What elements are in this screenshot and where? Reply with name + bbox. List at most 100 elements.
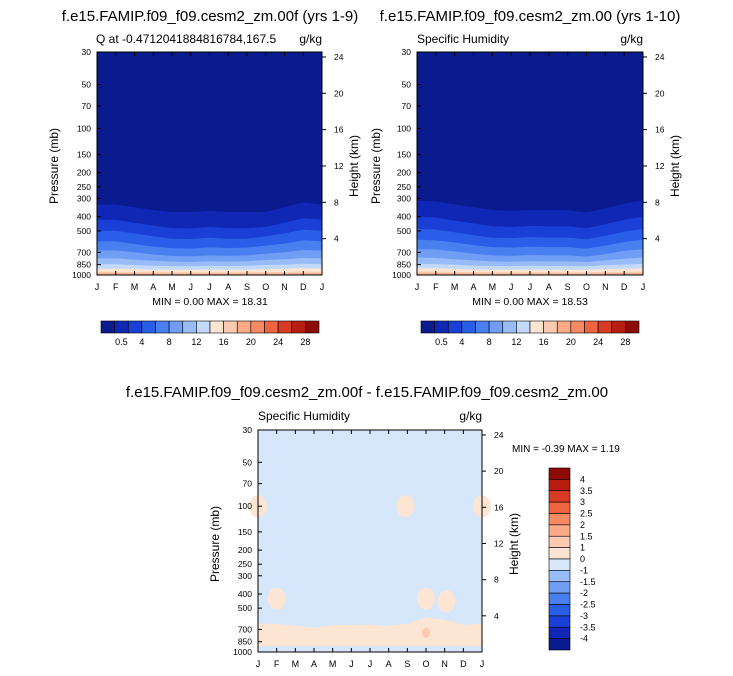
y-tick-label: 70	[82, 101, 92, 111]
y-axis-label: Pressure (mb)	[369, 128, 383, 204]
colorbar-swatch	[625, 320, 640, 334]
colorbar-label: 24	[593, 337, 603, 347]
y2-tick-label: 12	[334, 161, 344, 171]
y2-axis-label: Height (km)	[507, 513, 521, 575]
colorbar-label: 12	[511, 337, 521, 347]
y-tick-label: 200	[77, 168, 91, 178]
colorbar-label: 2	[580, 520, 585, 530]
x-tick-label: O	[583, 282, 590, 292]
y-tick-label: 850	[397, 260, 411, 270]
y2-tick-label: 4	[655, 234, 660, 244]
colorbar-swatch	[548, 501, 571, 514]
x-tick-label: A	[386, 659, 392, 669]
y2-tick-label: 8	[494, 575, 499, 585]
colorbar-swatch	[548, 592, 571, 605]
colorbar-swatch	[548, 524, 571, 537]
y2-tick-label: 24	[655, 52, 665, 62]
x-tick-label: M	[489, 282, 497, 292]
colorbar-label: -3	[580, 611, 588, 621]
y2-tick-label: 20	[494, 466, 504, 476]
y2-tick-label: 20	[655, 88, 665, 98]
colorbar-swatch	[100, 320, 115, 334]
colorbar-swatch	[209, 320, 224, 334]
x-tick-label: A	[311, 659, 317, 669]
y-tick-label: 300	[397, 193, 411, 203]
y2-tick-label: 24	[334, 52, 344, 62]
x-tick-label: F	[433, 282, 439, 292]
x-tick-label: J	[415, 282, 420, 292]
colorbar-swatch	[114, 320, 129, 334]
x-tick-label: M	[168, 282, 176, 292]
y-tick-label: 250	[238, 559, 252, 569]
x-tick-label: J	[256, 659, 261, 669]
colorbar-label: 3	[580, 497, 585, 507]
y2-tick-label: 4	[494, 611, 499, 621]
x-tick-label: M	[451, 282, 459, 292]
y-tick-label: 30	[402, 47, 412, 57]
colorbar-swatch	[548, 604, 571, 617]
colorbar-swatch	[502, 320, 517, 334]
colorbar-label: 1.5	[580, 531, 593, 541]
colorbar-label: 1	[580, 543, 585, 553]
panel-left-label: Q at -0.4712041884816784,167.5	[96, 32, 276, 46]
x-tick-label: O	[262, 282, 269, 292]
y2-tick-label: 4	[334, 234, 339, 244]
x-tick-label: J	[368, 659, 373, 669]
x-tick-label: J	[480, 659, 485, 669]
x-tick-label: M	[292, 659, 300, 669]
y-tick-label: 200	[238, 545, 252, 555]
min-max-text: MIN = 0.00 MAX = 18.53	[472, 296, 588, 308]
x-tick-label: J	[95, 282, 100, 292]
colorbar-swatch	[475, 320, 490, 334]
y-axis-label: Pressure (mb)	[47, 128, 61, 204]
y2-tick-label: 24	[494, 430, 504, 440]
colorbar-label: 12	[191, 337, 201, 347]
y2-axis-label: Height (km)	[347, 135, 361, 197]
panel-control-zonal-mean: f.e15.FAMIP.f09_f09.cesm2_zm.00 (yrs 1-1…	[369, 8, 682, 347]
colorbar-label: -2	[580, 588, 588, 598]
colorbar-swatch	[556, 320, 572, 334]
y-tick-label: 30	[243, 425, 253, 435]
x-tick-label: S	[244, 282, 250, 292]
x-tick-label: N	[441, 659, 448, 669]
colorbar-swatch	[264, 320, 279, 334]
x-tick-label: N	[602, 282, 609, 292]
y-tick-label: 70	[402, 101, 412, 111]
panel-title: f.e15.FAMIP.f09_f09.cesm2_zm.00f (yrs 1-…	[62, 8, 359, 25]
y-tick-label: 100	[77, 124, 91, 134]
colorbar-swatch	[548, 581, 571, 594]
colorbar-swatch	[250, 320, 265, 334]
panel-left-label: Specific Humidity	[417, 32, 509, 46]
contour-band-positive	[258, 617, 482, 646]
colorbar-swatch	[447, 320, 463, 334]
colorbar-swatch	[488, 320, 504, 334]
colorbar-swatch	[277, 320, 293, 334]
y-tick-label: 500	[397, 226, 411, 236]
colorbar-swatch	[597, 320, 613, 334]
colorbar-label: 28	[300, 337, 310, 347]
x-tick-label: D	[460, 659, 467, 669]
y-tick-label: 30	[82, 47, 92, 57]
y-tick-label: 400	[238, 589, 252, 599]
colorbar-label: 4	[139, 337, 144, 347]
contour-blob	[422, 627, 430, 638]
x-tick-label: M	[329, 659, 337, 669]
colorbar-label: 8	[487, 337, 492, 347]
colorbar-swatch	[291, 320, 306, 334]
y-tick-label: 250	[77, 182, 91, 192]
x-tick-label: J	[509, 282, 514, 292]
colorbar-label: -3.5	[580, 622, 596, 632]
y-tick-label: 850	[77, 260, 91, 270]
x-tick-label: O	[422, 659, 429, 669]
panel-title: f.e15.FAMIP.f09_f09.cesm2_zm.00 (yrs 1-1…	[380, 8, 681, 25]
y-tick-label: 50	[243, 457, 253, 467]
contour-fill-group	[97, 52, 322, 275]
x-tick-label: J	[349, 659, 354, 669]
x-tick-label: A	[150, 282, 156, 292]
colorbar-swatch	[570, 320, 585, 334]
y-tick-label: 250	[397, 182, 411, 192]
colorbar-label: 4	[580, 474, 585, 484]
x-tick-label: J	[320, 282, 325, 292]
colorbar-swatch	[611, 320, 626, 334]
y2-tick-label: 16	[655, 125, 665, 135]
